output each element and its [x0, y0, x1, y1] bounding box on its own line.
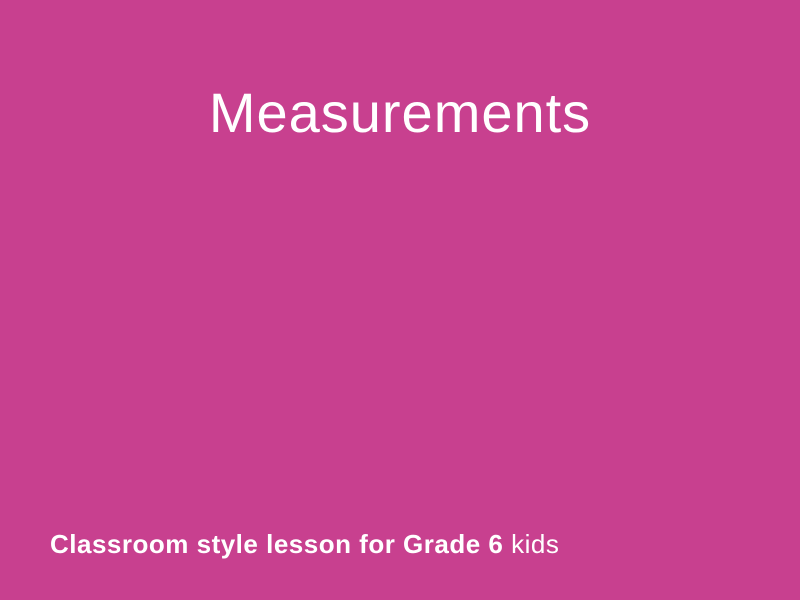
slide-subtitle: Classroom style lesson for Grade 6 kids — [50, 529, 559, 560]
lesson-title-slide: Measurements Classroom style lesson for … — [0, 0, 800, 600]
subtitle-light-part: kids — [503, 529, 559, 559]
slide-title: Measurements — [0, 80, 800, 145]
subtitle-bold-part: Classroom style lesson for Grade 6 — [50, 529, 503, 559]
